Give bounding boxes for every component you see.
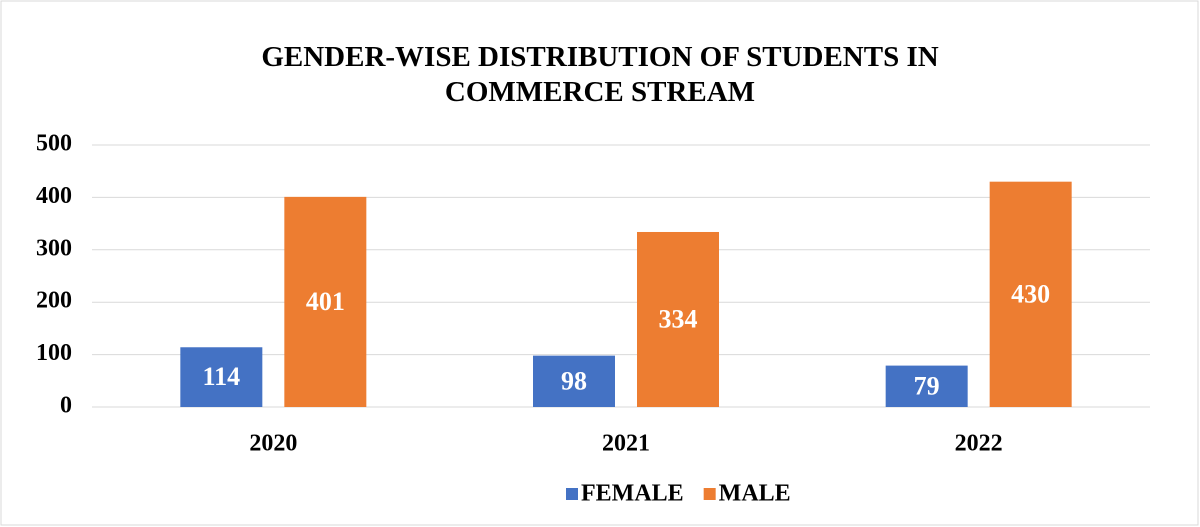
- x-tick-label: 2022: [955, 431, 1003, 457]
- data-label: 401: [306, 287, 345, 316]
- data-label: 430: [1011, 279, 1050, 308]
- y-tick-label: 0: [60, 393, 72, 419]
- data-label: 79: [914, 371, 940, 400]
- data-label: 114: [203, 362, 241, 391]
- legend-label: MALE: [719, 481, 791, 507]
- bar: [284, 196, 367, 407]
- bar: [989, 181, 1072, 407]
- data-label: 98: [561, 366, 587, 395]
- legend-swatch: [566, 488, 578, 500]
- y-tick-label: 200: [36, 288, 72, 314]
- legend-swatch: [703, 488, 716, 500]
- x-tick-label: 2020: [249, 431, 297, 457]
- x-tick-label: 2021: [602, 431, 650, 457]
- y-tick-label: 300: [36, 235, 72, 261]
- bar: [885, 365, 968, 407]
- y-tick-label: 500: [36, 131, 72, 157]
- data-label: 334: [659, 304, 698, 333]
- legend-label: FEMALE: [581, 481, 684, 507]
- chart-title: GENDER-WISE DISTRIBUTION OF STUDENTS IN …: [261, 41, 939, 108]
- bar: [637, 231, 719, 407]
- bar: [180, 347, 263, 407]
- bar: [533, 355, 615, 407]
- y-tick-label: 100: [36, 340, 72, 366]
- y-tick-label: 400: [36, 183, 72, 209]
